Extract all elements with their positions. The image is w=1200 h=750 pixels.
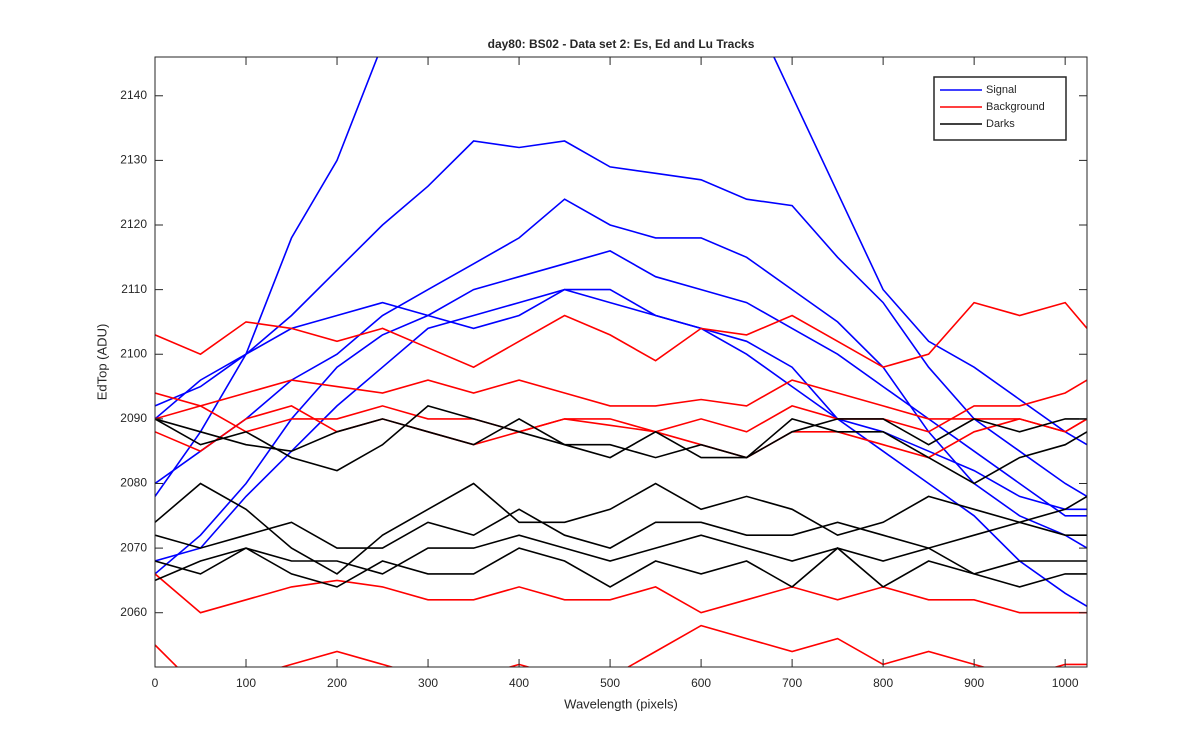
chart-title: day80: BS02 - Data set 2: Es, Ed and Lu …: [488, 37, 755, 51]
x-tick-label: 400: [509, 676, 529, 690]
lines: [155, 57, 1087, 667]
series-line: [155, 198, 1087, 549]
y-tick-label: 2090: [120, 411, 147, 425]
x-axis-label: Wavelength (pixels): [564, 696, 678, 711]
series-line: [155, 140, 1087, 498]
y-axis-label: EdTop (ADU): [94, 324, 109, 401]
series-line: [155, 405, 1087, 459]
axes-box: [154, 56, 1088, 668]
y-tick-label: 2080: [120, 476, 147, 490]
series-line: [155, 534, 1087, 575]
y-tick-label: 2100: [120, 346, 147, 360]
y-tick-label: 2060: [120, 605, 147, 619]
x-tick-label: 100: [236, 676, 256, 690]
series-line: [155, 301, 1087, 369]
legend-box: [933, 76, 1067, 141]
x-tick-label: 500: [600, 676, 620, 690]
y-tick-label: 2070: [120, 540, 147, 554]
y-tick-label: 2130: [120, 153, 147, 167]
series-line: [155, 57, 1087, 497]
series-line: [155, 288, 1087, 511]
series-line: [155, 250, 1087, 575]
plot-area: [155, 57, 1087, 667]
series-line: [155, 288, 1087, 607]
x-tick-label: 1000: [1052, 676, 1079, 690]
series-line: [155, 624, 1087, 667]
legend-label: Signal: [986, 84, 1017, 96]
series-line: [155, 547, 1087, 588]
y-tick-label: 2140: [120, 88, 147, 102]
x-tick-label: 0: [152, 676, 159, 690]
series-line: [155, 417, 1087, 459]
legend-label: Background: [986, 101, 1045, 113]
x-tick-label: 700: [782, 676, 802, 690]
x-tick-label: 300: [418, 676, 438, 690]
y-tick-label: 2120: [120, 217, 147, 231]
series-line: [155, 405, 1087, 485]
y-tick-label: 2110: [121, 282, 147, 296]
x-tick-label: 800: [873, 676, 893, 690]
series-line: [155, 573, 1087, 614]
series-line: [155, 508, 1087, 549]
x-tick-label: 600: [691, 676, 711, 690]
x-tick-label: 900: [964, 676, 984, 690]
legend-label: Darks: [986, 118, 1015, 130]
x-tick-label: 200: [327, 676, 347, 690]
